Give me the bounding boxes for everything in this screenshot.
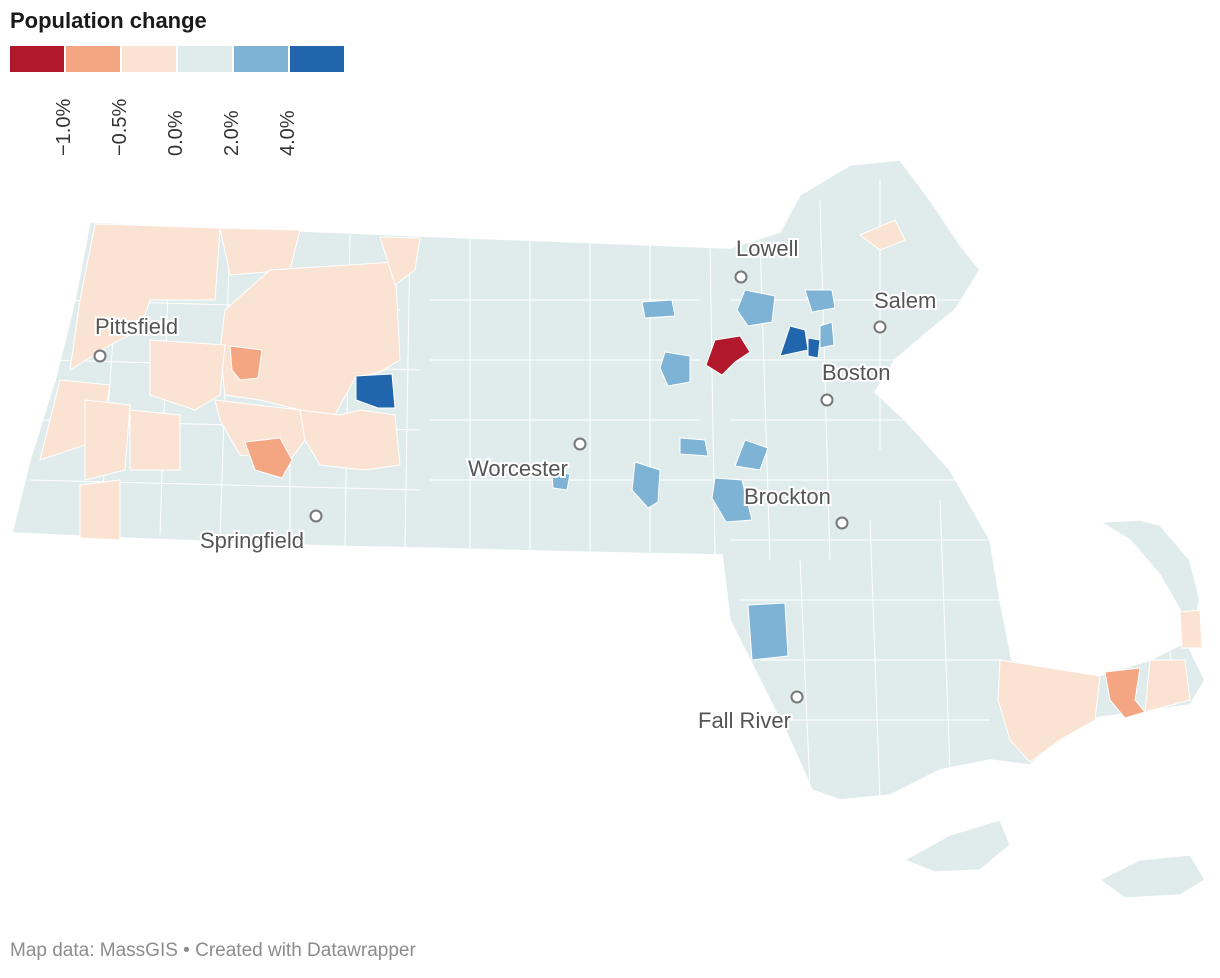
legend-ticks: −1.0% −0.5% 0.0% 2.0% 4.0% bbox=[10, 76, 346, 156]
color-legend: −1.0% −0.5% 0.0% 2.0% 4.0% bbox=[10, 46, 346, 156]
city-salem: Salem bbox=[872, 286, 938, 334]
legend-swatch-4 bbox=[178, 46, 232, 72]
legend-swatch-1 bbox=[10, 46, 64, 72]
map-footer: Map data: MassGIS • Created with Datawra… bbox=[10, 940, 416, 961]
towns-strong-decline bbox=[705, 335, 751, 376]
svg-text:Pittsfield: Pittsfield bbox=[95, 314, 178, 339]
svg-text:Boston: Boston bbox=[822, 360, 891, 385]
city-pittsfield: Pittsfield bbox=[93, 312, 180, 363]
city-springfield: Springfield bbox=[198, 509, 323, 555]
svg-text:Worcester: Worcester bbox=[468, 456, 568, 481]
city-boston: Boston bbox=[820, 358, 893, 407]
legend-tick: 2.0% bbox=[221, 110, 243, 156]
city-brockton: Brockton bbox=[742, 482, 849, 530]
legend-tick: 0.0% bbox=[165, 110, 187, 156]
towns-moderate-growth bbox=[551, 289, 836, 661]
legend-swatch-6 bbox=[290, 46, 344, 72]
towns-slight-decline bbox=[39, 219, 1203, 763]
svg-text:Fall River: Fall River bbox=[698, 708, 791, 733]
legend-tick: −0.5% bbox=[109, 98, 131, 156]
massachusetts-map: Pittsfield Springfield Worcester Lowell … bbox=[11, 159, 1206, 899]
legend-swatch-2 bbox=[66, 46, 120, 72]
legend-swatches bbox=[10, 46, 346, 72]
legend-swatch-5 bbox=[234, 46, 288, 72]
nantucket-island bbox=[1098, 854, 1206, 899]
svg-text:Springfield: Springfield bbox=[200, 528, 304, 553]
city-worcester: Worcester bbox=[466, 437, 587, 483]
svg-text:Brockton: Brockton bbox=[744, 484, 831, 509]
map-title: Population change bbox=[10, 8, 207, 33]
legend-tick: 4.0% bbox=[277, 110, 299, 156]
legend-swatch-3 bbox=[122, 46, 176, 72]
city-fall-river: Fall River bbox=[696, 690, 804, 735]
towns-moderate-decline bbox=[229, 345, 1146, 719]
towns-strong-growth bbox=[355, 325, 821, 409]
svg-text:Salem: Salem bbox=[874, 288, 936, 313]
marthas-vineyard-island bbox=[903, 819, 1011, 873]
city-lowell: Lowell bbox=[734, 234, 800, 284]
legend-tick: −1.0% bbox=[53, 98, 75, 156]
svg-text:Lowell: Lowell bbox=[736, 236, 798, 261]
